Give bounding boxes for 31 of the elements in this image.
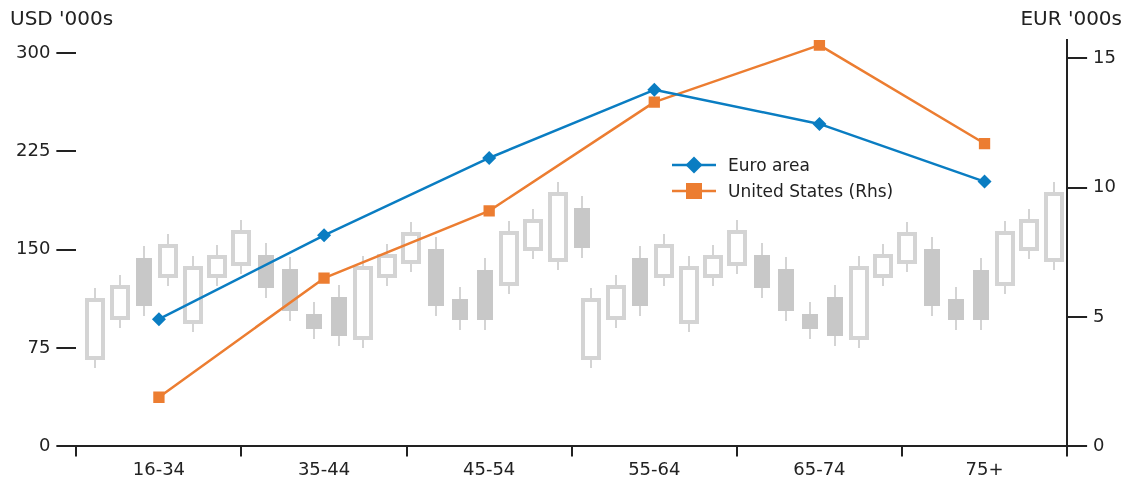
y2-tick-label: 0 bbox=[1093, 434, 1105, 456]
point bbox=[978, 137, 991, 150]
x-tick-label: 35-44 bbox=[297, 457, 351, 479]
point bbox=[318, 272, 330, 284]
point bbox=[647, 82, 662, 97]
legend-label: United States (Rhs) bbox=[728, 181, 894, 201]
point bbox=[153, 391, 165, 403]
y-tick-label: 0 bbox=[38, 434, 51, 456]
y2-axis-title: EUR '000s bbox=[1020, 6, 1122, 30]
x-tick-label: 65-74 bbox=[793, 457, 846, 479]
x-tick-label: 45-54 bbox=[463, 457, 516, 479]
x-tick-label: 16-34 bbox=[132, 457, 186, 479]
point bbox=[648, 96, 660, 108]
y-tick-label: 300 bbox=[16, 40, 51, 62]
x-tick-label: 55-64 bbox=[628, 457, 681, 479]
y-tick-label: 225 bbox=[16, 139, 51, 161]
y-tick-label: 75 bbox=[27, 335, 51, 357]
y2-tick-label: 15 bbox=[1093, 45, 1116, 67]
y2-tick-label: 5 bbox=[1093, 304, 1105, 326]
point bbox=[151, 312, 166, 327]
x-tick-label: 75+ bbox=[965, 457, 1004, 479]
point bbox=[977, 174, 992, 189]
point bbox=[812, 116, 827, 131]
point bbox=[317, 228, 332, 243]
y-axis-title: USD '000s bbox=[10, 6, 114, 30]
point bbox=[813, 40, 826, 51]
point bbox=[482, 150, 497, 165]
y-tick-label: 150 bbox=[16, 237, 51, 259]
y2-tick-label: 10 bbox=[1093, 175, 1116, 197]
point bbox=[483, 205, 495, 217]
legend-label: Euro area bbox=[728, 155, 810, 175]
